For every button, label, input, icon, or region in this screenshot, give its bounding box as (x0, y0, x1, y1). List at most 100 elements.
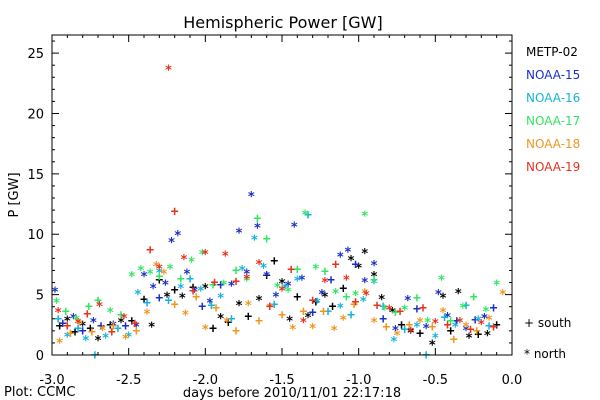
data-point: + (186, 272, 194, 287)
data-point: * (181, 309, 189, 324)
data-point: + (143, 296, 151, 311)
data-point: * (273, 281, 281, 296)
data-point: * (434, 288, 442, 303)
data-point: * (407, 327, 415, 342)
data-point: + (232, 324, 240, 339)
data-point: * (439, 306, 447, 321)
data-point: * (439, 292, 447, 307)
data-point: * (361, 210, 369, 225)
data-point: * (332, 287, 340, 302)
data-point: * (76, 318, 84, 333)
data-point: + (192, 290, 200, 305)
data-point: * (272, 290, 280, 305)
data-point: * (70, 312, 78, 327)
data-point: + (106, 318, 114, 333)
data-point: * (300, 316, 308, 331)
data-point: * (431, 331, 439, 346)
data-point: * (362, 289, 370, 304)
data-point: * (392, 324, 400, 339)
data-point: * (148, 321, 156, 336)
data-point: * (352, 289, 360, 304)
data-point: + (382, 320, 390, 335)
data-point: + (71, 325, 79, 340)
data-point: + (401, 323, 409, 338)
data-point: + (122, 319, 130, 334)
data-point: * (206, 296, 214, 311)
data-point: * (125, 330, 133, 345)
data-point: * (162, 278, 170, 293)
data-point: * (74, 317, 82, 332)
data-point: + (309, 306, 317, 321)
data-point: * (188, 255, 196, 270)
data-point: + (428, 320, 436, 335)
data-point: * (493, 278, 501, 293)
data-point: + (263, 268, 271, 283)
data-point: * (378, 293, 386, 308)
data-point: * (393, 329, 401, 344)
data-point: * (254, 222, 262, 237)
data-point: + (462, 298, 470, 313)
data-point: * (413, 321, 421, 336)
legend-entry: METP-02 (526, 45, 578, 59)
legend-entry: NOAA-15 (526, 68, 580, 82)
data-point: + (485, 319, 493, 334)
data-point: + (212, 301, 220, 316)
y-tick-label: 10 (27, 228, 44, 243)
data-point: + (473, 324, 481, 339)
data-point: * (140, 270, 148, 285)
data-point: + (319, 305, 327, 320)
data-point: + (293, 262, 301, 277)
y-axis-label: P [GW] (7, 172, 22, 217)
data-point: * (454, 287, 462, 302)
y-tick-label: 0 (36, 349, 44, 364)
data-point: * (54, 306, 62, 321)
data-point: * (485, 313, 493, 328)
data-point: + (155, 273, 163, 288)
data-point: + (413, 291, 421, 306)
data-point: * (278, 277, 286, 292)
data-point: * (96, 300, 104, 315)
data-point: * (330, 324, 338, 339)
data-point: * (309, 322, 317, 337)
data-point: + (352, 295, 360, 310)
data-point: * (128, 270, 136, 285)
data-point: + (86, 321, 94, 336)
x-tick-label: -1.5 (269, 373, 294, 388)
data-point: + (189, 280, 197, 295)
data-point: * (243, 275, 251, 290)
data-point: + (327, 273, 335, 288)
data-point: * (201, 282, 209, 297)
data-point: * (180, 253, 188, 268)
data-point: * (438, 274, 446, 289)
data-point: * (155, 266, 163, 281)
data-point: + (493, 318, 501, 333)
data-point: * (99, 324, 107, 339)
legend-entry: NOAA-16 (526, 91, 580, 105)
data-point: + (263, 232, 271, 247)
data-point: + (398, 318, 406, 333)
data-point: * (243, 272, 251, 287)
data-point: * (120, 312, 128, 327)
data-point: + (324, 305, 332, 320)
data-point: * (243, 267, 251, 282)
data-point: * (201, 248, 209, 263)
data-point: * (235, 299, 243, 314)
data-point: * (482, 305, 490, 320)
data-point: + (453, 314, 461, 329)
data-point: * (359, 295, 367, 310)
data-point: * (407, 325, 415, 340)
data-point: + (165, 294, 173, 309)
data-point: + (140, 292, 148, 307)
data-point: * (370, 270, 378, 285)
data-point: * (165, 63, 173, 78)
data-point: + (254, 212, 262, 227)
data-point: + (54, 312, 62, 327)
data-point: + (59, 317, 67, 332)
data-point: + (171, 204, 179, 219)
data-point: + (444, 318, 452, 333)
x-tick-label: -2.0 (193, 373, 218, 388)
data-point: * (117, 316, 125, 331)
data-point: * (53, 296, 61, 311)
marker-key-entry: * north (524, 347, 566, 361)
data-point: * (166, 263, 174, 278)
